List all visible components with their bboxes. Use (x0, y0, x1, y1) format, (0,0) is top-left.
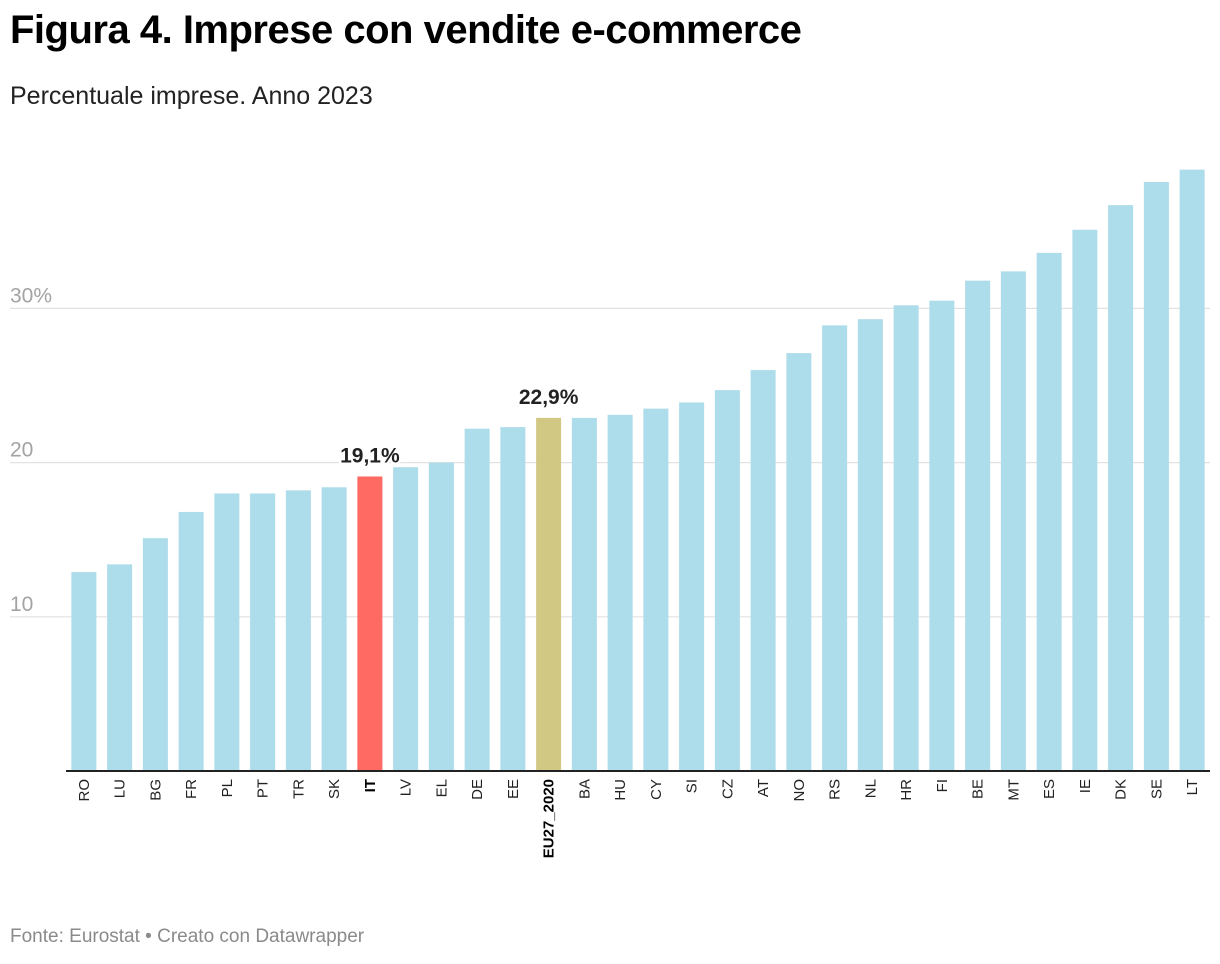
bar-cy (643, 408, 669, 771)
x-tick-label-lt: LT (1184, 779, 1201, 795)
bar-dk (1108, 205, 1134, 771)
bar-no (786, 353, 812, 771)
bar-ba (571, 417, 597, 771)
x-tick-label-pt: PT (255, 779, 272, 798)
x-tick-label-ie: IE (1077, 779, 1094, 793)
x-tick-label-el: EL (433, 779, 450, 797)
bar-mt (1000, 271, 1026, 771)
x-tick-label-dk: DK (1113, 779, 1130, 800)
x-tick-label-ro: RO (76, 779, 93, 802)
x-tick-label-es: ES (1041, 779, 1058, 799)
x-tick-label-it: IT (362, 779, 379, 792)
bar-ee (500, 427, 526, 771)
bar-rs (822, 325, 848, 771)
x-tick-label-ee: EE (505, 779, 522, 799)
bar-lt (1179, 169, 1205, 771)
bar-se (1143, 181, 1169, 771)
y-tick-label-20: 20 (10, 439, 33, 462)
bar-ie (1072, 229, 1098, 771)
bar-lv (393, 467, 419, 771)
x-tick-label-fr: FR (183, 779, 200, 799)
bar-bg (142, 538, 168, 771)
bar-hu (607, 414, 633, 771)
bar-de (464, 428, 490, 771)
x-tick-label-pl: PL (219, 779, 236, 797)
bar-es (1036, 252, 1062, 771)
x-tick-label-eu27_2020: EU27_2020 (541, 779, 558, 858)
x-tick-label-be: BE (970, 779, 987, 799)
chart-title: Figura 4. Imprese con vendite e-commerce (10, 8, 802, 52)
data-label-eu27_2020: 22,9% (519, 386, 579, 409)
bar-pt (250, 493, 276, 771)
bar-fi (929, 300, 955, 771)
bar-sk (321, 487, 347, 771)
bar-it (357, 476, 383, 771)
x-tick-label-no: NO (791, 779, 808, 802)
x-tick-label-tr: TR (290, 779, 307, 799)
x-tick-label-se: SE (1148, 779, 1165, 799)
y-tick-label-30: 30% (10, 284, 52, 307)
bar-at (750, 370, 776, 771)
source-footer: Fonte: Eurostat • Creato con Datawrapper (10, 926, 365, 947)
x-tick-label-cy: CY (648, 779, 665, 800)
bar-pl (214, 493, 240, 771)
bar-be (965, 280, 991, 771)
x-tick-label-lv: LV (398, 779, 415, 796)
x-tick-label-hr: HR (898, 779, 915, 801)
x-tick-label-mt: MT (1005, 779, 1022, 801)
x-tick-label-at: AT (755, 779, 772, 797)
x-tick-label-bg: BG (147, 779, 164, 801)
x-tick-label-rs: RS (827, 779, 844, 800)
chart-subtitle: Percentuale imprese. Anno 2023 (10, 82, 373, 110)
bar-lu (107, 564, 133, 771)
bar-fr (178, 511, 204, 771)
data-label-it: 19,1% (340, 444, 400, 467)
bar-nl (857, 319, 883, 771)
x-tick-label-lu: LU (112, 779, 129, 798)
bar-el (428, 462, 454, 771)
x-tick-label-hu: HU (612, 779, 629, 801)
bar-ro (71, 572, 97, 771)
y-tick-label-10: 10 (10, 593, 33, 616)
x-tick-label-de: DE (469, 779, 486, 800)
bar-cz (714, 390, 740, 771)
bar-eu27_2020 (536, 417, 562, 771)
x-tick-label-sk: SK (326, 779, 343, 799)
x-tick-label-ba: BA (576, 779, 593, 799)
x-tick-label-si: SI (684, 779, 701, 793)
x-tick-label-cz: CZ (719, 779, 736, 799)
x-tick-label-nl: NL (862, 779, 879, 798)
bar-si (679, 402, 705, 771)
bar-hr (893, 305, 919, 771)
x-tick-label-fi: FI (934, 779, 951, 792)
bar-tr (285, 490, 311, 771)
